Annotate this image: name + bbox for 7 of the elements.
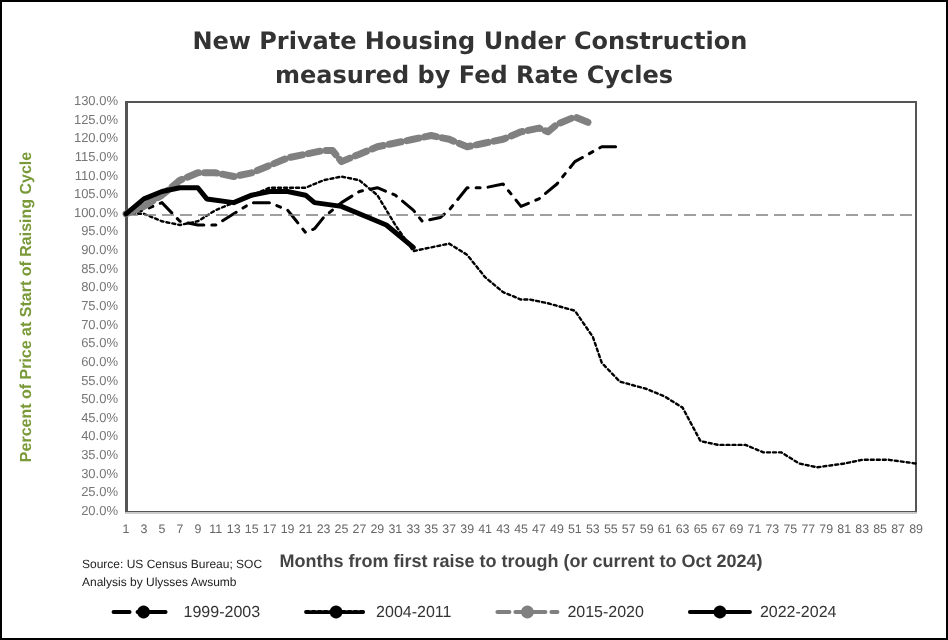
- legend-label: 1999-2003: [183, 603, 262, 621]
- legend-label: 2022-2024: [759, 603, 838, 621]
- legend-label: 2015-2020: [567, 603, 646, 621]
- chart-title: New Private Housing Under Construction measured by Fed Rate Cycles: [192, 27, 756, 89]
- x-axis-title: Months from first raise to trough (or current to Oct 2024): [279, 551, 763, 571]
- legend-label: 2004-2011: [376, 603, 453, 621]
- y-axis-title: Percent of Price at Start of Raising Cycle: [17, 150, 35, 463]
